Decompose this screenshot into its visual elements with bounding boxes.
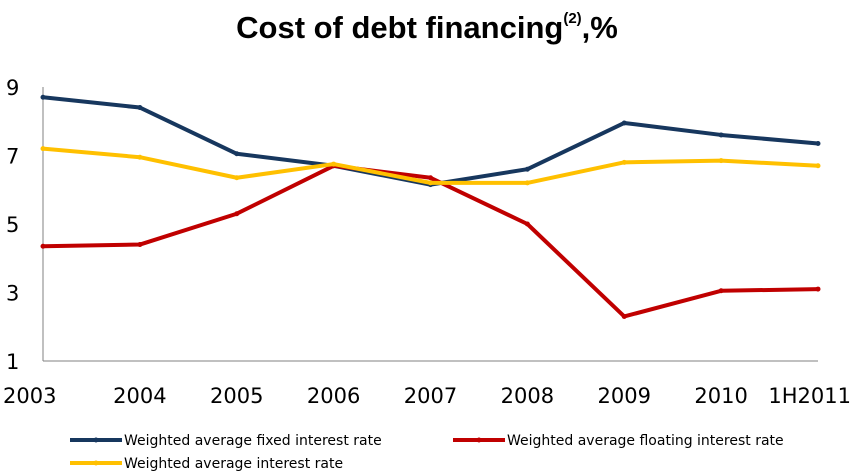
x-tick-label: 2010 (694, 384, 747, 408)
data-point (137, 105, 143, 111)
data-point (718, 288, 724, 294)
x-tick-label: 2009 (598, 384, 651, 408)
data-point (815, 286, 821, 292)
legend-marker (476, 437, 482, 443)
legend-label: Weighted average fixed interest rate (124, 433, 382, 449)
chart-title-suffix: ,% (581, 10, 618, 45)
x-tick-label: 2007 (404, 384, 457, 408)
y-tick-label: 9 (6, 76, 19, 100)
chart-title: Cost of debt financing(2),% (0, 10, 854, 46)
series-line-0 (41, 95, 820, 187)
y-tick-label: 7 (6, 145, 19, 169)
data-point (621, 159, 627, 165)
x-tick-label: 2003 (3, 384, 56, 408)
data-point (524, 221, 530, 227)
data-point (331, 161, 337, 167)
data-point (524, 166, 530, 172)
legend-label: Weighted average floating interest rate (507, 433, 784, 449)
data-point (718, 158, 724, 164)
data-point (137, 154, 143, 160)
data-point (428, 180, 433, 186)
legend-marker (93, 460, 99, 466)
data-point (815, 163, 821, 169)
data-point (428, 175, 433, 181)
data-point (40, 94, 46, 100)
x-tick-label: 2006 (307, 384, 360, 408)
data-point (621, 120, 627, 126)
x-tick-label: 1H2011 (768, 384, 851, 408)
y-tick-label: 5 (6, 213, 19, 237)
chart-title-superscript: (2) (563, 9, 582, 27)
y-tick-label: 3 (6, 282, 19, 306)
legend-marker (93, 437, 99, 443)
data-point (234, 211, 240, 217)
data-point (234, 175, 240, 181)
chart-title-text: Cost of debt financing (236, 10, 564, 45)
data-point (40, 243, 46, 249)
legend-label: Weighted average interest rate (124, 456, 343, 472)
data-point (815, 141, 821, 147)
data-point (621, 313, 627, 319)
data-point (524, 180, 530, 186)
series-line-1 (41, 163, 820, 319)
x-tick-label: 2005 (210, 384, 263, 408)
data-point (40, 146, 46, 152)
data-point (137, 242, 143, 248)
y-tick-label: 1 (6, 350, 19, 374)
data-point (718, 132, 724, 138)
data-point (234, 151, 240, 157)
x-tick-label: 2004 (113, 384, 166, 408)
x-tick-label: 2008 (501, 384, 554, 408)
